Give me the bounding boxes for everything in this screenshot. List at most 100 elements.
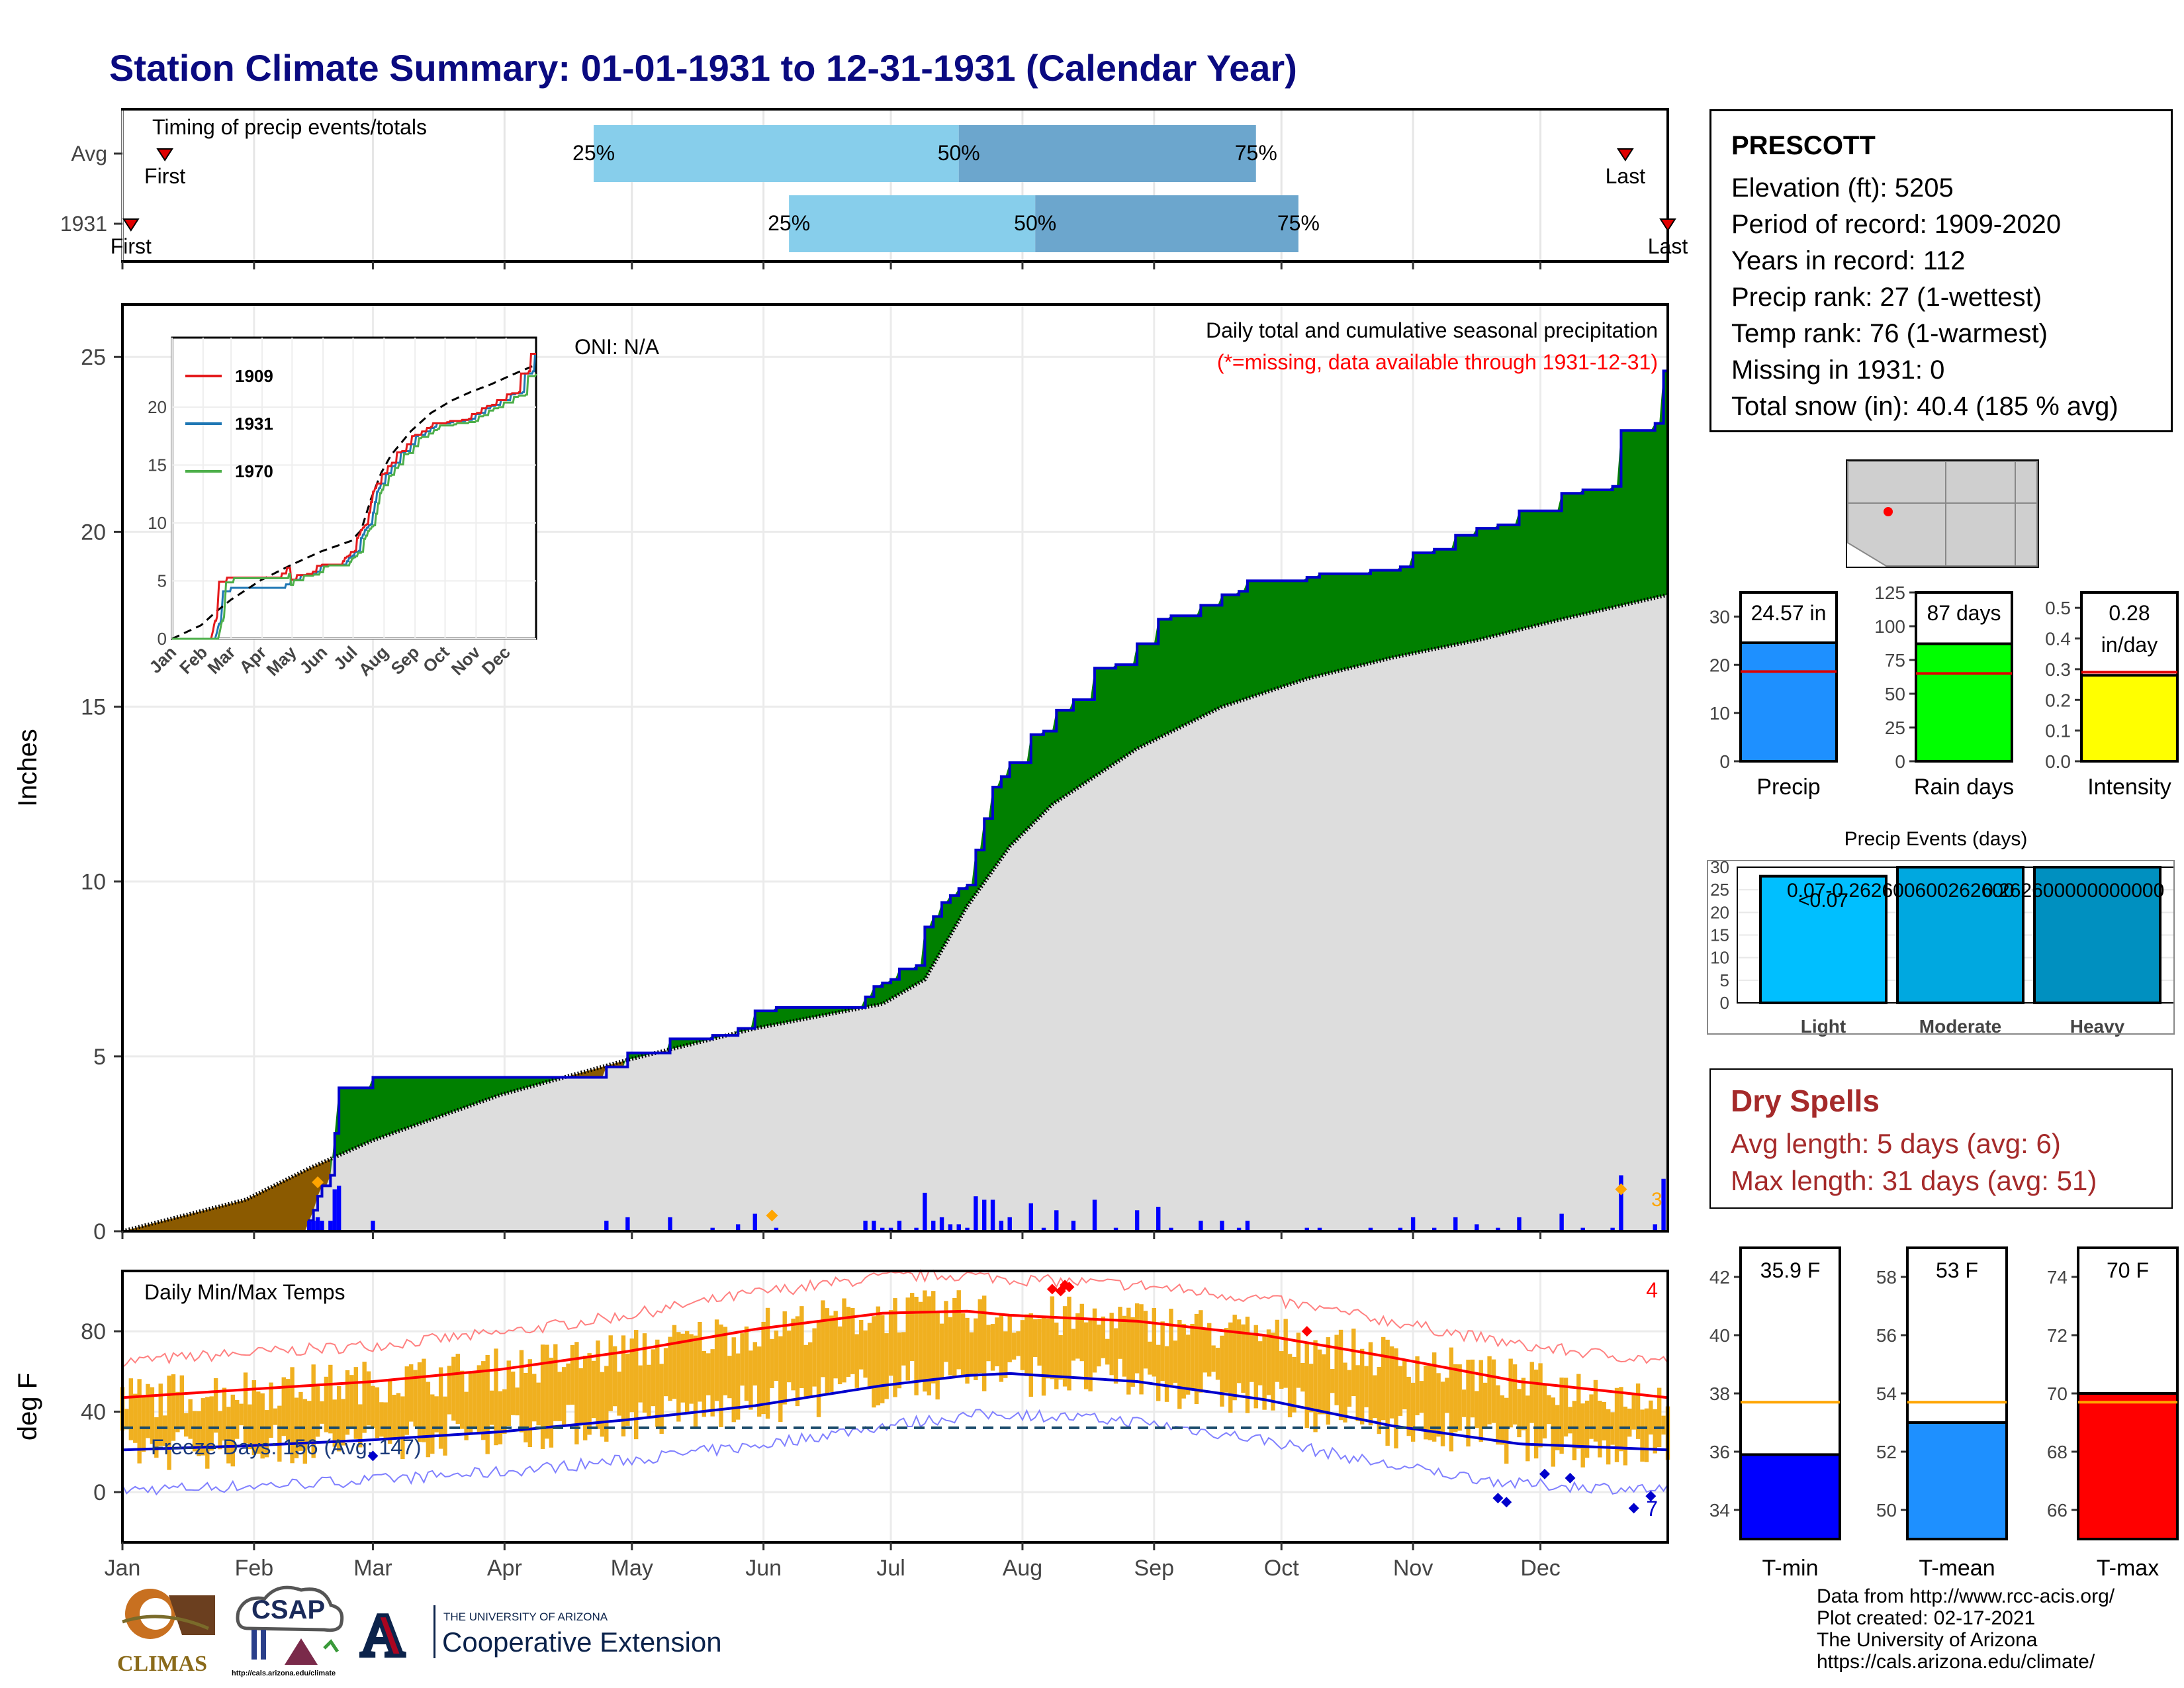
daily-temp-range-bar <box>1334 1335 1339 1405</box>
daily-temp-range-bar <box>1224 1328 1229 1393</box>
daily-temp-range-bar <box>264 1410 269 1458</box>
average-cumulative-line <box>122 592 1668 1233</box>
daily-temp-range-bar <box>1389 1346 1394 1419</box>
daily-precip-bar <box>1245 1221 1250 1231</box>
locator-map <box>1846 459 2039 568</box>
daily-temp-range-bar <box>332 1399 337 1447</box>
mini-bar-value <box>2080 674 2179 763</box>
daily-temp-range-bar <box>447 1366 452 1415</box>
daily-precip-bar <box>888 1227 893 1231</box>
daily-temp-range-bar <box>1355 1365 1360 1421</box>
daily-temp-range-bar <box>837 1326 842 1385</box>
daily-temp-range-bar <box>960 1313 966 1376</box>
daily-precip-bar <box>625 1217 630 1231</box>
daily-temp-range-bar <box>383 1402 388 1438</box>
daily-temp-range-bar <box>124 1409 129 1430</box>
daily-temp-range-bar <box>1504 1397 1509 1464</box>
daily-temp-range-bar <box>1071 1329 1076 1361</box>
timing-last-label: Last <box>1606 164 1646 188</box>
daily-temp-range-bar <box>179 1375 185 1430</box>
month-tick-label: Jul <box>876 1556 905 1581</box>
mini-bar-value <box>1739 641 1838 763</box>
daily-temp-range-bar <box>846 1307 851 1377</box>
daily-temp-range-bar <box>901 1332 906 1366</box>
timing-first-marker <box>122 218 140 232</box>
precip-y-tick-label: 25 <box>81 345 106 370</box>
daily-temp-range-bar <box>1164 1346 1169 1402</box>
inset-y-tick-label: 5 <box>158 571 167 591</box>
temp-summary-bar-1: 50 52 54 56 58 53 F T-mean <box>1876 1246 2008 1581</box>
daily-temp-range-bar <box>328 1364 333 1434</box>
station-name: PRESCOTT <box>1731 131 1876 160</box>
daily-temp-range-bar <box>468 1373 473 1433</box>
daily-temp-range-bar <box>1024 1314 1029 1376</box>
daily-temp-range-bar <box>1206 1323 1212 1377</box>
daily-temp-range-bar <box>209 1396 214 1451</box>
daily-temp-range-bar <box>417 1362 422 1442</box>
daily-temp-range-bar <box>1079 1303 1084 1362</box>
climas-logo-text: CLIMAS <box>116 1652 208 1676</box>
daily-temp-range-bar <box>162 1415 167 1446</box>
precip-events-tick-label: 15 <box>1710 925 1729 945</box>
mini-bar-label: Precip <box>1756 774 1820 800</box>
daily-temp-range-bar <box>1134 1303 1140 1374</box>
daily-temp-range-bar <box>740 1333 745 1386</box>
daily-temp-range-bar <box>1245 1317 1250 1413</box>
daily-temp-range-bar <box>1568 1407 1572 1434</box>
month-tick-label: Mar <box>353 1556 392 1581</box>
daily-temp-range-bar <box>876 1306 881 1406</box>
inset-y-tick-label: 20 <box>148 397 167 417</box>
daily-temp-range-bar <box>150 1387 155 1444</box>
daily-temp-range-bar <box>1105 1338 1110 1365</box>
month-tick-label: Oct <box>1264 1556 1299 1581</box>
temp-bar-tick-label: 36 <box>1709 1442 1730 1462</box>
temp-bar-tick-label: 38 <box>1709 1383 1730 1404</box>
daily-precip-bar <box>336 1186 341 1231</box>
temp-bar-tick-label: 54 <box>1876 1383 1897 1404</box>
daily-temp-range-bar <box>1220 1335 1224 1407</box>
daily-temp-range-bar <box>1538 1363 1543 1448</box>
daily-temp-range-bar <box>1347 1370 1352 1407</box>
daily-temp-range-bar <box>1580 1403 1585 1468</box>
daily-temp-range-bar <box>778 1336 783 1423</box>
precip-event-annot: 0.07-0.262600600262600 <box>1787 880 2015 902</box>
timing-title: Timing of precip events/totals <box>152 115 427 139</box>
month-tick-label: Jan <box>105 1556 141 1581</box>
mini-bar-tick-label: 0 <box>1719 751 1730 772</box>
daily-temp-range-bar <box>600 1372 605 1437</box>
daily-temp-range-bar <box>455 1354 460 1425</box>
inset-line-1970 <box>172 373 537 640</box>
daily-temp-range-bar <box>1028 1313 1033 1397</box>
inset-legend-label: 1909 <box>235 366 273 386</box>
daily-temp-range-bar <box>434 1396 439 1432</box>
record-high-marker <box>1046 1284 1058 1295</box>
daily-precip-bar <box>1156 1207 1161 1231</box>
daily-precip-bar <box>320 1221 324 1231</box>
daily-temp-range-bar <box>1250 1334 1254 1382</box>
daily-temp-range-bar <box>549 1358 554 1448</box>
precip-events-tick-label: 0 <box>1720 993 1729 1013</box>
timing-last-marker <box>1617 148 1634 162</box>
precip-events-clip <box>2174 861 2184 1013</box>
daily-temp-range-bar <box>1525 1395 1530 1462</box>
daily-precip-bar <box>710 1227 715 1231</box>
timing-p50-label: 50% <box>1014 211 1056 235</box>
daily-temp-range-bar <box>939 1323 944 1379</box>
daily-temp-range-bar <box>1020 1320 1025 1370</box>
station-years: Years in record: 112 <box>1731 246 1966 275</box>
oni-label: ONI: N/A <box>574 335 660 359</box>
daily-temp-range-bar <box>1041 1317 1046 1396</box>
daily-temp-range-bar <box>749 1350 753 1410</box>
mini-bar-tick-label: 20 <box>1709 655 1730 675</box>
precip-event-bar <box>2033 866 2161 1004</box>
precip-event-label: Moderate <box>1919 1016 2001 1037</box>
daily-temp-range-bar <box>829 1315 834 1392</box>
daily-temp-range-bar <box>608 1335 613 1411</box>
precip-y-axis-label: Inches <box>13 729 42 807</box>
daily-temp-range-bar <box>1011 1333 1017 1360</box>
precip-events-tick-label: 5 <box>1720 970 1729 990</box>
daily-temp-range-bar <box>273 1408 278 1425</box>
daily-precip-bar <box>1236 1227 1242 1231</box>
mini-bar-tick-label: 75 <box>1885 650 1905 671</box>
daily-temp-range-bar <box>799 1306 804 1388</box>
